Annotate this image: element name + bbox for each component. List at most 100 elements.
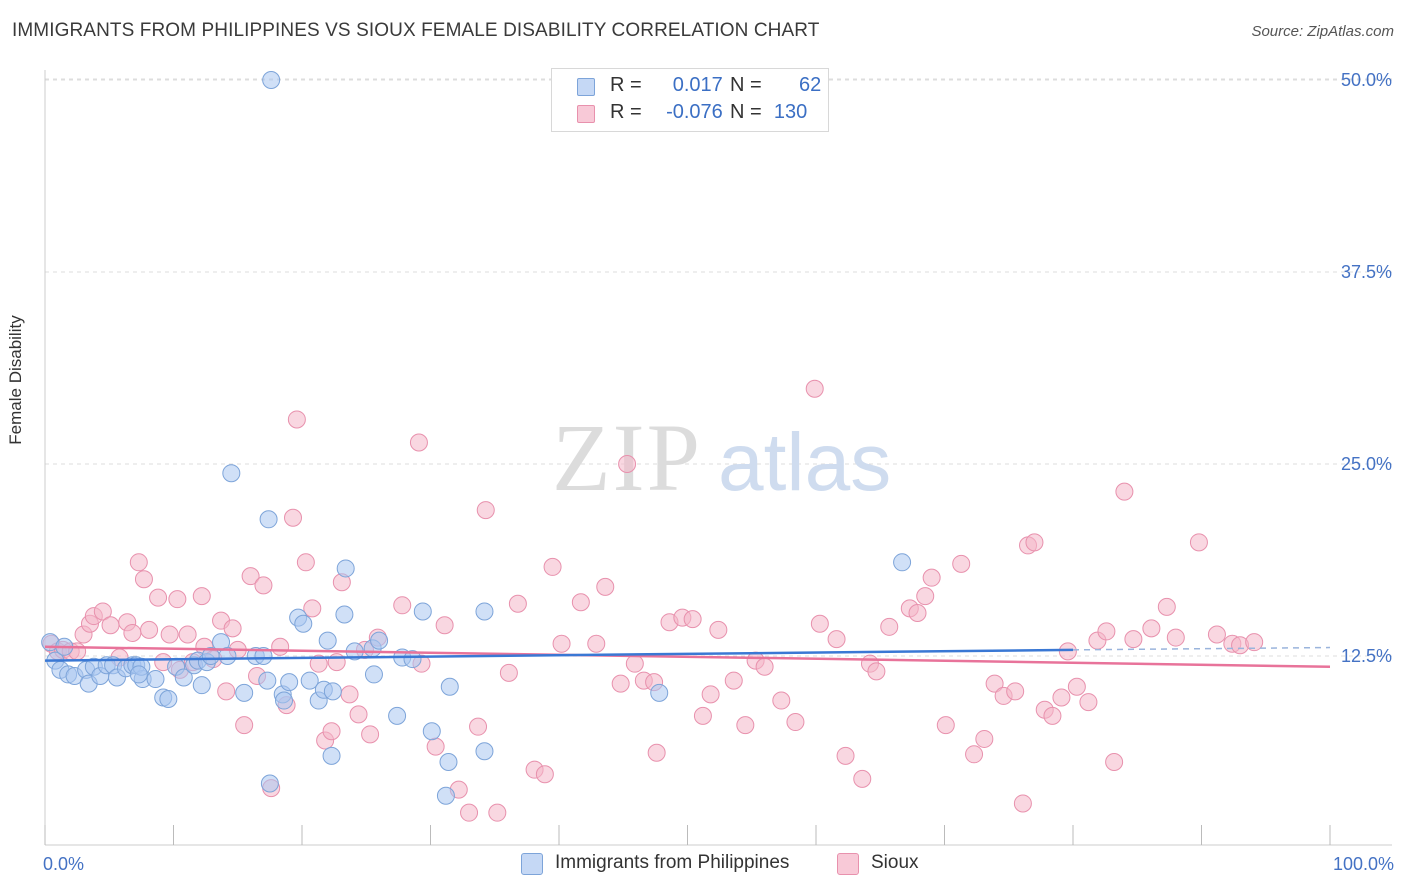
philippines-point xyxy=(475,602,494,621)
bottom-legend-label: Sioux xyxy=(871,852,919,873)
y-tick-label: 12.5% xyxy=(1341,646,1392,666)
y-tick-label: 25.0% xyxy=(1341,454,1392,474)
philippines-point xyxy=(174,668,193,687)
philippines-point xyxy=(129,665,148,684)
philippines-point xyxy=(364,665,383,684)
sioux-point xyxy=(101,616,120,635)
philippines-point xyxy=(294,614,313,633)
philippines-point xyxy=(893,553,912,572)
philippines-point xyxy=(323,682,342,701)
sioux-point xyxy=(271,637,290,656)
sioux-point xyxy=(552,634,571,653)
sioux-point xyxy=(1006,682,1025,701)
philippines-trend-extension xyxy=(1072,646,1331,651)
legend-n-value: 130 xyxy=(773,101,808,123)
legend-swatch-blue xyxy=(577,78,595,96)
sioux-point xyxy=(508,594,527,613)
sioux-point xyxy=(149,588,168,607)
sioux-point xyxy=(1207,625,1226,644)
sioux-point xyxy=(340,685,359,704)
sioux-point xyxy=(499,663,518,682)
bottom-legend-swatch-blue xyxy=(521,853,543,875)
philippines-point xyxy=(388,706,407,725)
sioux-point xyxy=(772,691,791,710)
philippines-point xyxy=(413,602,432,621)
sioux-point xyxy=(922,568,941,587)
philippines-points xyxy=(41,71,912,805)
sioux-point xyxy=(361,725,380,744)
philippines-point xyxy=(650,683,669,702)
sioux-point xyxy=(303,599,322,618)
sioux-point xyxy=(836,746,855,765)
sioux-point xyxy=(488,803,507,822)
philippines-point xyxy=(254,647,273,665)
sioux-point xyxy=(827,630,846,649)
sioux-point xyxy=(160,625,179,644)
sioux-point xyxy=(543,557,562,576)
sioux-point xyxy=(1079,693,1098,712)
sioux-point xyxy=(178,625,197,644)
sioux-point xyxy=(192,587,211,606)
sioux-point xyxy=(223,619,242,638)
sioux-point xyxy=(587,634,606,653)
sioux-point xyxy=(611,674,630,693)
philippines-point xyxy=(159,690,178,709)
philippines-point xyxy=(146,670,165,689)
legend-r-label: R = xyxy=(610,74,642,96)
sioux-point xyxy=(1105,752,1124,771)
watermark-atlas: atlas xyxy=(718,417,891,508)
sioux-point xyxy=(1052,688,1071,707)
sioux-point xyxy=(1043,706,1062,725)
sioux-point xyxy=(916,587,935,606)
sioux-point xyxy=(134,570,153,589)
sioux-point xyxy=(1013,794,1032,813)
sioux-point xyxy=(469,717,488,736)
sioux-point xyxy=(129,553,148,572)
sioux-point xyxy=(1245,633,1264,652)
sioux-point xyxy=(327,653,346,672)
y-tick-label: 50.0% xyxy=(1341,70,1392,90)
x-tick-label: 100.0% xyxy=(1333,854,1394,874)
philippines-point xyxy=(222,464,241,483)
philippines-trend-line xyxy=(44,648,1074,662)
sioux-point xyxy=(1067,677,1086,696)
sioux-point xyxy=(309,654,328,673)
sioux-point xyxy=(409,433,428,452)
legend-r-value: 0.017 xyxy=(672,74,723,96)
tick-labels: 12.5% 25.0% 37.5% 50.0% 0.0% 100.0% xyxy=(43,70,1394,874)
sioux-point xyxy=(724,671,743,690)
sioux-point xyxy=(683,610,702,629)
philippines-point xyxy=(436,786,455,805)
y-tick-label: 37.5% xyxy=(1341,262,1392,282)
legend-n-label: N = xyxy=(730,101,762,123)
sioux-point xyxy=(296,553,315,572)
sioux-point xyxy=(709,620,728,639)
sioux-point xyxy=(140,620,159,639)
philippines-point xyxy=(439,752,458,771)
sioux-point xyxy=(701,685,720,704)
sioux-trend-line xyxy=(44,645,1331,669)
sioux-point xyxy=(93,602,112,621)
philippines-point xyxy=(218,647,237,665)
sioux-point xyxy=(1115,482,1134,501)
sioux-point xyxy=(217,682,236,701)
sioux-point xyxy=(975,729,994,748)
sioux-point xyxy=(908,603,927,622)
sioux-point xyxy=(284,508,303,527)
sioux-point xyxy=(1166,628,1185,647)
philippines-point xyxy=(422,722,441,741)
sioux-point xyxy=(168,590,187,609)
philippines-point xyxy=(335,605,354,624)
sioux-point xyxy=(625,654,644,673)
sioux-point xyxy=(1097,622,1116,641)
philippines-point xyxy=(300,671,319,690)
sioux-point xyxy=(235,716,254,735)
philippines-point xyxy=(260,774,279,793)
sioux-point xyxy=(535,765,554,784)
sioux-point xyxy=(123,623,142,642)
legend-n-label: N = xyxy=(730,74,762,96)
legend-swatch-pink xyxy=(577,105,595,123)
sioux-point xyxy=(571,593,590,612)
sioux-point xyxy=(952,554,971,573)
